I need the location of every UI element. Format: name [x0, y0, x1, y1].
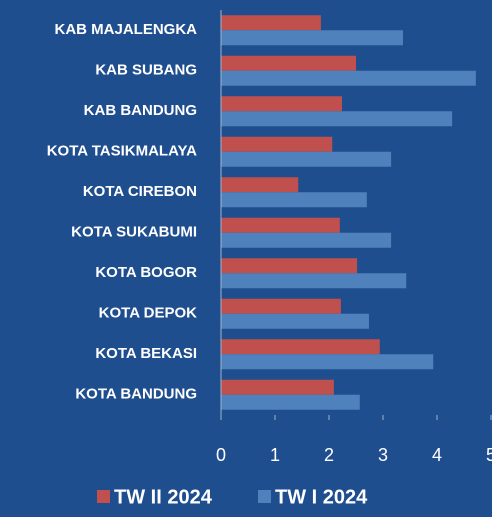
bar: [221, 258, 358, 274]
x-tick-label: 3: [378, 445, 388, 465]
y-tick-label: KOTA TASIKMALAYA: [47, 143, 197, 160]
bar: [221, 96, 342, 112]
legend-swatch: [258, 490, 271, 503]
bar: [221, 313, 369, 329]
bar: [221, 136, 333, 152]
y-tick-label: KOTA DEPOK: [99, 305, 198, 322]
x-tick-label: 1: [270, 445, 280, 465]
y-tick-label: KOTA CIREBON: [83, 183, 197, 200]
x-tick-label: 0: [216, 445, 226, 465]
bar: [221, 217, 340, 233]
bar: [221, 55, 356, 71]
y-tick-label: KOTA BOGOR: [95, 264, 197, 281]
bar: [221, 298, 341, 314]
bar: [221, 111, 453, 127]
y-tick-label: KAB MAJALENGKA: [55, 21, 198, 38]
x-tick-label: 2: [324, 445, 334, 465]
legend-label: TW I 2024: [275, 486, 368, 508]
bar: [221, 15, 321, 31]
y-tick-label: KAB BANDUNG: [84, 102, 197, 119]
bar: [221, 30, 403, 46]
bar: [221, 70, 476, 86]
y-tick-label: KAB SUBANG: [95, 62, 197, 79]
legend-label: TW II 2024: [114, 486, 213, 508]
bar: [221, 192, 367, 208]
bar: [221, 339, 380, 355]
bar: [221, 151, 392, 167]
bar: [221, 394, 360, 410]
legend-swatch: [97, 490, 110, 503]
x-tick-label: 5: [486, 445, 492, 465]
bar: [221, 273, 407, 289]
y-tick-label: KOTA BEKASI: [95, 345, 197, 362]
bar: [221, 354, 434, 370]
y-tick-label: KOTA BANDUNG: [75, 386, 197, 403]
bar: [221, 379, 334, 395]
bar: [221, 232, 392, 248]
y-tick-label: KOTA SUKABUMI: [71, 224, 197, 241]
bar: [221, 177, 299, 193]
x-tick-label: 4: [432, 445, 442, 465]
